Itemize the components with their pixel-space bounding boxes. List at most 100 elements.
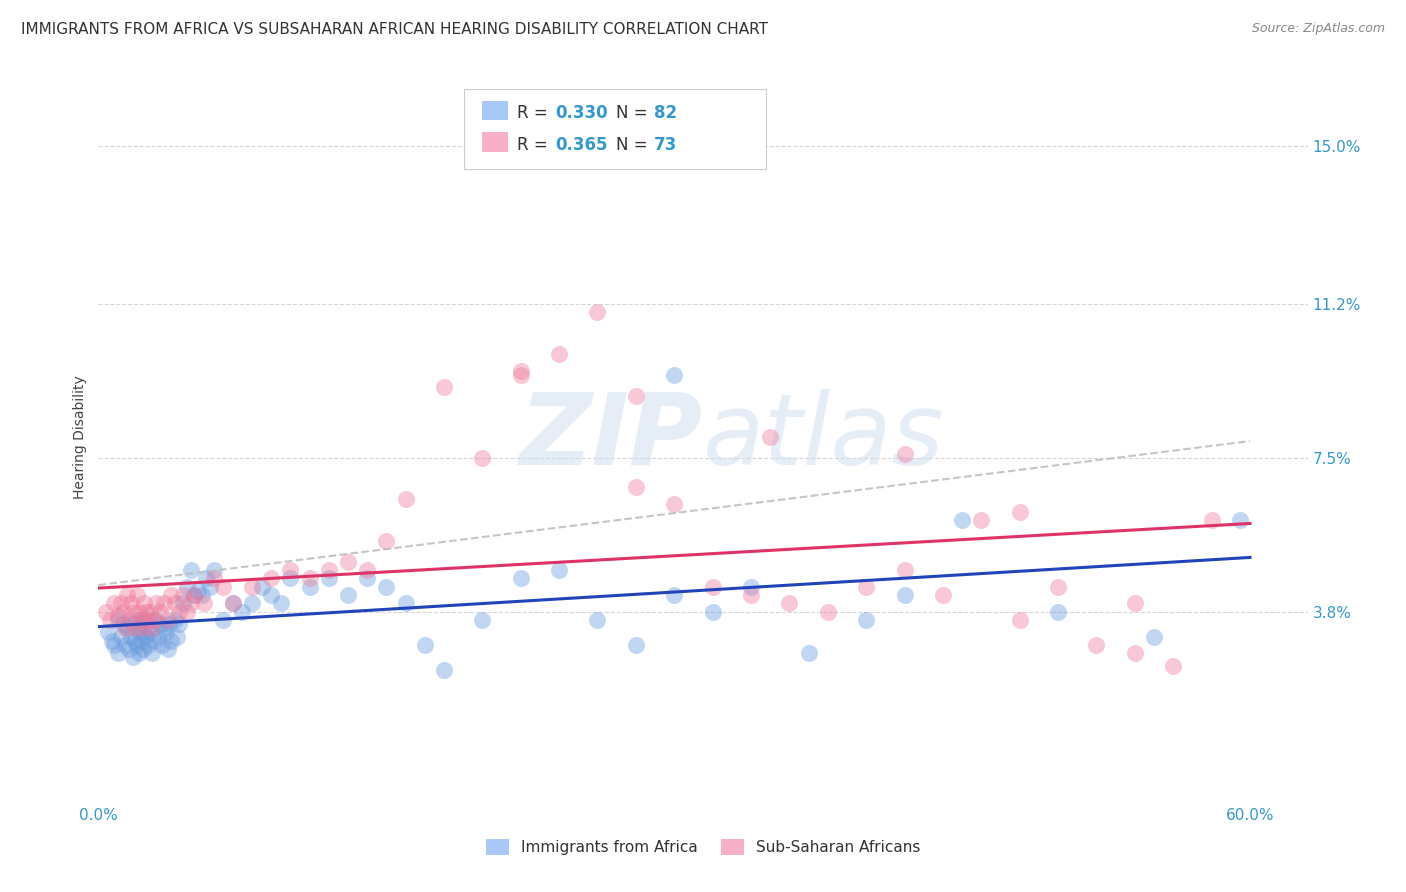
- Point: [160, 588, 183, 602]
- Point: [139, 625, 162, 640]
- Point: [817, 605, 839, 619]
- Point: [202, 563, 225, 577]
- Point: [855, 580, 877, 594]
- Point: [167, 617, 190, 632]
- Point: [298, 571, 321, 585]
- Point: [318, 563, 340, 577]
- Point: [125, 613, 148, 627]
- Point: [139, 605, 162, 619]
- Point: [471, 613, 494, 627]
- Point: [191, 588, 214, 602]
- Point: [624, 388, 647, 402]
- Point: [143, 613, 166, 627]
- Point: [336, 555, 359, 569]
- Point: [893, 447, 915, 461]
- Point: [112, 605, 135, 619]
- Point: [128, 646, 150, 660]
- Point: [740, 588, 762, 602]
- Point: [145, 596, 167, 610]
- Point: [240, 596, 263, 610]
- Point: [183, 588, 205, 602]
- Point: [509, 368, 531, 382]
- Point: [212, 613, 235, 627]
- Point: [129, 613, 152, 627]
- Text: ZIP: ZIP: [520, 389, 703, 485]
- Point: [110, 630, 132, 644]
- Point: [270, 596, 292, 610]
- Point: [124, 633, 146, 648]
- Point: [131, 625, 153, 640]
- Y-axis label: Hearing Disability: Hearing Disability: [73, 376, 87, 499]
- Point: [172, 588, 194, 602]
- Point: [141, 646, 163, 660]
- Point: [128, 625, 150, 640]
- Point: [152, 621, 174, 635]
- Point: [129, 617, 152, 632]
- Point: [120, 596, 142, 610]
- Point: [141, 621, 163, 635]
- Point: [336, 588, 359, 602]
- Point: [702, 580, 724, 594]
- Point: [1161, 658, 1184, 673]
- Text: atlas: atlas: [703, 389, 945, 485]
- Point: [134, 613, 156, 627]
- Point: [298, 580, 321, 594]
- Text: 0.330: 0.330: [555, 104, 607, 122]
- Point: [260, 588, 283, 602]
- Point: [194, 571, 217, 585]
- Point: [413, 638, 436, 652]
- Point: [136, 613, 159, 627]
- Point: [586, 613, 609, 627]
- Point: [120, 630, 142, 644]
- Point: [778, 596, 800, 610]
- Point: [855, 613, 877, 627]
- Point: [1229, 513, 1251, 527]
- Text: R =: R =: [517, 104, 554, 122]
- Point: [176, 580, 198, 594]
- Point: [167, 605, 190, 619]
- Point: [107, 646, 129, 660]
- Point: [107, 613, 129, 627]
- Point: [932, 588, 955, 602]
- Point: [149, 617, 172, 632]
- Point: [152, 596, 174, 610]
- Point: [586, 305, 609, 319]
- Point: [134, 596, 156, 610]
- Point: [122, 650, 145, 665]
- Point: [122, 617, 145, 632]
- Point: [107, 608, 129, 623]
- Point: [1123, 596, 1146, 610]
- Point: [509, 571, 531, 585]
- Point: [193, 596, 215, 610]
- Point: [165, 596, 187, 610]
- Point: [135, 630, 157, 644]
- Point: [624, 480, 647, 494]
- Point: [240, 580, 263, 594]
- Point: [548, 563, 571, 577]
- Point: [1008, 613, 1031, 627]
- Point: [131, 642, 153, 657]
- Point: [180, 596, 202, 610]
- Point: [624, 638, 647, 652]
- Point: [970, 513, 993, 527]
- Point: [180, 563, 202, 577]
- Point: [183, 588, 205, 602]
- Point: [160, 633, 183, 648]
- Text: N =: N =: [616, 136, 652, 154]
- Point: [124, 621, 146, 635]
- Point: [509, 363, 531, 377]
- Text: 82: 82: [654, 104, 676, 122]
- Point: [118, 642, 141, 657]
- Point: [740, 580, 762, 594]
- Point: [1008, 505, 1031, 519]
- Point: [548, 347, 571, 361]
- Point: [125, 588, 148, 602]
- Point: [394, 492, 416, 507]
- Point: [150, 638, 173, 652]
- Point: [222, 596, 245, 610]
- Point: [94, 605, 117, 619]
- Point: [375, 533, 398, 548]
- Point: [136, 638, 159, 652]
- Point: [1123, 646, 1146, 660]
- Point: [702, 605, 724, 619]
